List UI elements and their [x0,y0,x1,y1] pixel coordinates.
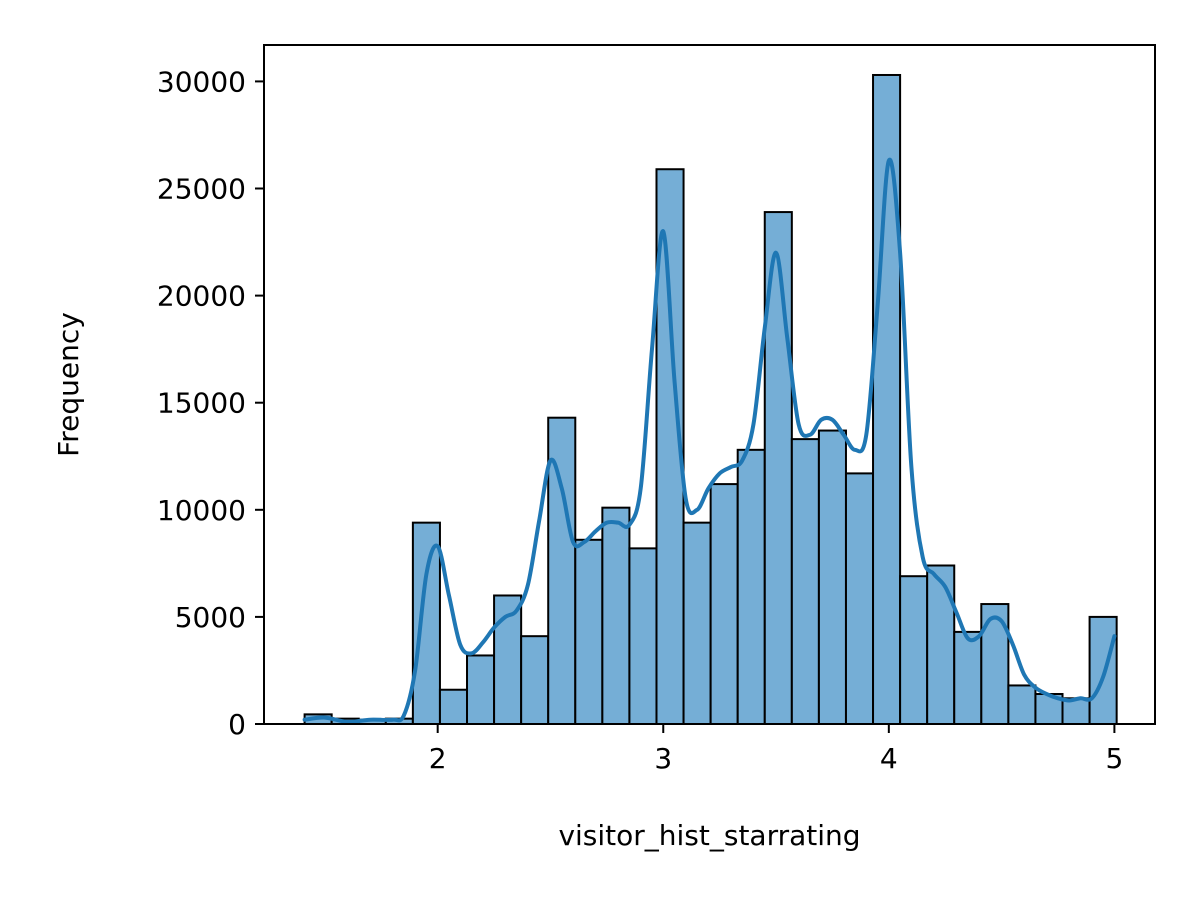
histogram-bar-7 [466,654,496,725]
kde-density-line [302,157,1117,724]
histogram-bar-20 [817,429,847,725]
x-tick-label: 4 [880,742,898,775]
y-tick-label: 5000 [175,601,246,634]
x-axis-label: visitor_hist_starrating [558,819,860,852]
histogram-bar-21 [844,472,875,725]
histogram-bar-30 [1088,615,1118,726]
histogram-bar-24 [926,564,956,725]
histogram-bar-6 [438,688,469,725]
histogram-bar-9 [520,635,550,725]
histogram-bar-16 [709,483,739,725]
y-axis-label: Frequency [52,312,85,457]
y-tick-label: 15000 [157,387,246,420]
y-tick-label: 20000 [157,280,246,313]
x-axis: 2 3 4 5 [429,724,1123,775]
histogram-bar-11 [574,538,604,726]
histogram-bar-15 [682,521,712,725]
x-tick-label: 5 [1105,742,1123,775]
histogram-bar-12 [601,506,631,726]
y-axis: 0 5000 10000 15000 20000 25000 30000 [157,65,264,741]
histogram-bar-19 [790,438,820,725]
histogram-bar-25 [953,630,983,725]
histogram-bar-17 [736,448,766,725]
histogram-bar-27 [1007,684,1037,726]
y-tick-label: 0 [228,708,246,741]
y-tick-label: 25000 [157,173,246,206]
plot-area-frame [263,44,1156,725]
x-tick-label: 3 [654,742,672,775]
y-tick-label: 10000 [157,494,246,527]
histogram-bar-23 [899,575,929,725]
histogram-bar-13 [628,547,658,725]
histogram-bar-10 [547,416,577,725]
histogram-bar-5 [411,521,441,725]
y-tick-label: 30000 [157,65,246,98]
x-tick-label: 2 [429,742,447,775]
histogram-bars [303,73,1118,726]
